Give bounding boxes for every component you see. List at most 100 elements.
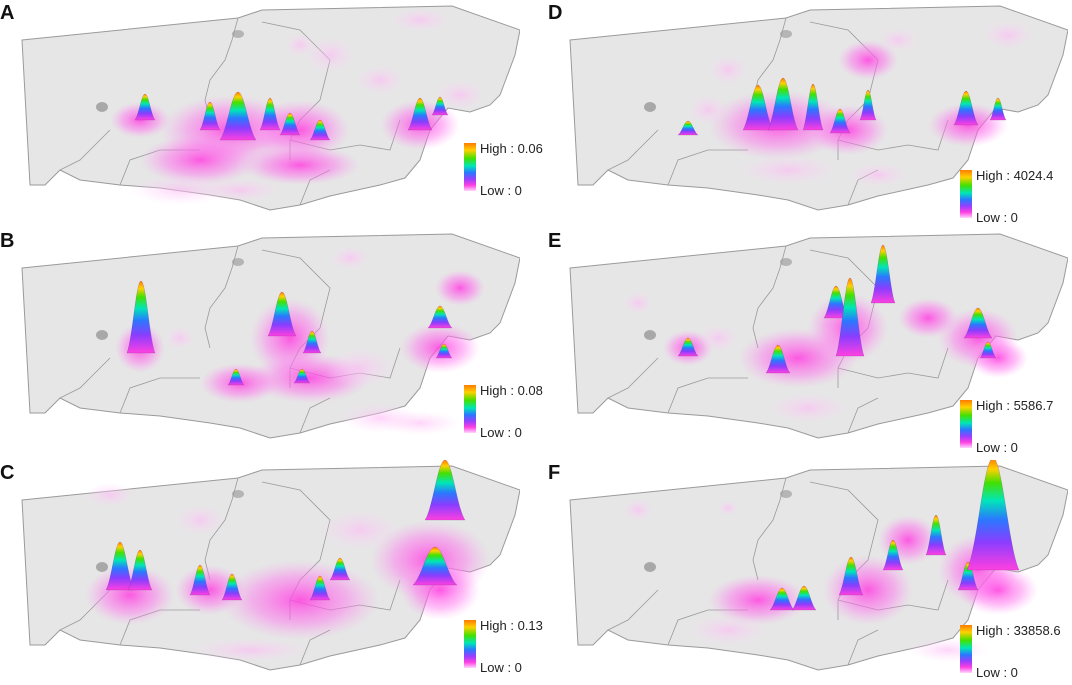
density-peak bbox=[435, 343, 453, 359]
density-peak bbox=[979, 341, 997, 359]
density-peak bbox=[424, 460, 466, 521]
province-boundary bbox=[59, 129, 111, 171]
density-blob bbox=[165, 326, 195, 350]
density-peak bbox=[742, 84, 774, 131]
province-boundary bbox=[667, 149, 748, 186]
legend-color-ramp bbox=[960, 170, 972, 218]
density-peak bbox=[134, 93, 156, 121]
province-boundary bbox=[837, 347, 949, 379]
density-blob bbox=[355, 65, 405, 95]
lake-icon bbox=[232, 30, 244, 38]
legend-high-label: High : 5586.7 bbox=[976, 398, 1054, 413]
density-peak bbox=[765, 344, 791, 374]
legend-low-label: Low : 0 bbox=[976, 440, 1018, 455]
density-peak bbox=[802, 83, 824, 131]
province-boundary bbox=[752, 245, 787, 349]
legend-low-label: Low : 0 bbox=[480, 660, 522, 675]
density-peak bbox=[677, 337, 699, 357]
density-peak bbox=[966, 460, 1020, 571]
legend-d: High : 4024.4 Low : 0 bbox=[960, 168, 1070, 230]
density-blob bbox=[330, 246, 370, 270]
density-peak bbox=[989, 97, 1007, 121]
density-peak bbox=[329, 557, 351, 581]
density-blob bbox=[400, 323, 480, 373]
density-peak bbox=[431, 96, 449, 116]
density-peak bbox=[953, 90, 979, 126]
panel-label-a: A bbox=[0, 2, 15, 24]
legend-color-ramp bbox=[960, 400, 972, 448]
panel-label-f: F bbox=[548, 462, 561, 484]
panel-d: D High : 4024.4 Low : 0 bbox=[548, 0, 1068, 225]
density-blob bbox=[838, 40, 898, 80]
density-peak bbox=[835, 277, 865, 357]
map-a bbox=[21, 5, 520, 211]
legend-high-label: High : 4024.4 bbox=[976, 168, 1054, 183]
density-blob bbox=[435, 270, 485, 306]
density-peak bbox=[293, 368, 311, 384]
province-boundary bbox=[119, 377, 200, 414]
province-boundary bbox=[667, 377, 748, 414]
density-blob bbox=[958, 565, 1038, 615]
density-peak bbox=[126, 280, 156, 354]
density-peak bbox=[199, 101, 221, 131]
density-blob bbox=[305, 37, 355, 73]
lake-icon bbox=[232, 490, 244, 498]
density-peak bbox=[412, 546, 458, 586]
province-boundary bbox=[607, 357, 659, 399]
legend-low-label: Low : 0 bbox=[976, 665, 1018, 680]
density-blob bbox=[240, 145, 360, 185]
density-peak bbox=[219, 91, 257, 141]
panel-c: C High : 0.13 Low : 0 bbox=[0, 460, 543, 685]
province-boundary bbox=[607, 129, 659, 171]
map-c bbox=[21, 460, 520, 671]
map-e bbox=[569, 233, 1068, 439]
lake-icon bbox=[644, 102, 656, 112]
density-peak bbox=[769, 587, 795, 611]
density-blob bbox=[190, 638, 310, 662]
panel-b: B High : 0.08 Low : 0 bbox=[0, 228, 543, 453]
legend-high-label: High : 0.06 bbox=[480, 141, 543, 156]
lake-icon bbox=[96, 330, 108, 340]
legend-low-label: Low : 0 bbox=[480, 425, 522, 440]
density-peak bbox=[767, 77, 799, 131]
legend-high-label: High : 0.13 bbox=[480, 618, 543, 633]
lake-icon bbox=[780, 490, 792, 498]
density-peak bbox=[302, 330, 322, 354]
density-blob bbox=[848, 163, 908, 187]
density-peak bbox=[189, 564, 211, 596]
density-peak bbox=[221, 573, 243, 601]
density-peak bbox=[829, 108, 851, 134]
density-blob bbox=[623, 498, 653, 522]
density-blob bbox=[878, 28, 918, 52]
map-b bbox=[21, 233, 520, 439]
density-blob bbox=[708, 575, 808, 625]
density-peak bbox=[677, 120, 699, 136]
legend-c: High : 0.13 Low : 0 bbox=[464, 618, 574, 680]
province-boundary bbox=[847, 397, 879, 434]
density-peak bbox=[957, 561, 979, 591]
density-blob bbox=[220, 560, 380, 640]
panel-label-d: D bbox=[548, 2, 563, 24]
lake-icon bbox=[232, 258, 244, 266]
legend-low-label: Low : 0 bbox=[976, 210, 1018, 225]
legend-high-label: High : 0.08 bbox=[480, 383, 543, 398]
lake-icon bbox=[644, 330, 656, 340]
density-blob bbox=[968, 338, 1028, 378]
legend-color-ramp bbox=[464, 620, 476, 668]
density-peak bbox=[309, 119, 331, 141]
province-boundary bbox=[607, 589, 659, 631]
density-blob bbox=[768, 393, 848, 423]
density-blob bbox=[175, 505, 225, 535]
density-blob bbox=[698, 324, 738, 352]
legend-color-ramp bbox=[464, 385, 476, 433]
density-blob bbox=[380, 411, 460, 435]
density-blob bbox=[285, 33, 315, 57]
density-blob bbox=[738, 155, 838, 185]
legend-color-ramp bbox=[960, 625, 972, 673]
density-peak bbox=[227, 368, 245, 386]
legend-high-label: High : 33858.6 bbox=[976, 623, 1061, 638]
density-blob bbox=[983, 20, 1033, 50]
lake-icon bbox=[96, 562, 108, 572]
lake-icon bbox=[644, 562, 656, 572]
density-peak bbox=[925, 514, 947, 556]
